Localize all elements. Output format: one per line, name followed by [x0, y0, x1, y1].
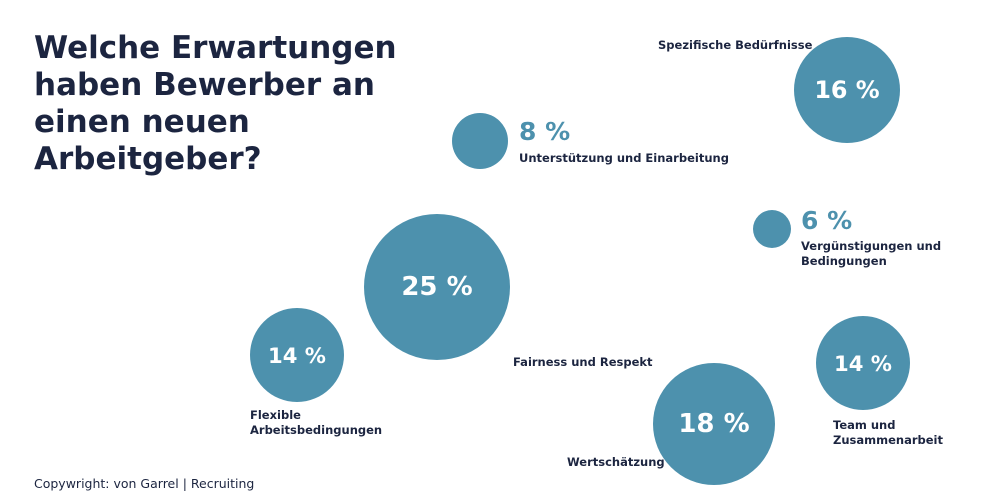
category-label: Wertschätzung	[567, 455, 665, 469]
copyright-text: Copywright: von Garrel | Recruiting	[34, 476, 255, 491]
category-label: Unterstützung und Einarbeitung	[519, 151, 729, 165]
bubble-vergünstigungen-und-bedingungen	[753, 210, 791, 248]
bubble-spezifische-bedürfnisse: 16 %	[794, 37, 900, 143]
chart-title: Welche Erwartungen haben Bewerber an ein…	[34, 30, 397, 177]
value-label: 6 %	[801, 206, 853, 235]
bubble-wertschätzung: 18 %	[653, 363, 775, 485]
category-label: Spezifische Bedürfnisse	[658, 38, 813, 52]
category-label: Flexible Arbeitsbedingungen	[250, 408, 383, 437]
bubble-flexible-arbeitsbedingungen: 14 %	[250, 308, 344, 402]
value-label: 25 %	[401, 272, 473, 302]
value-label: 14 %	[268, 342, 326, 368]
bubble-unterstützung-und-einarbeitung	[452, 113, 508, 169]
bubble-fairness-und-respekt: 25 %	[364, 214, 510, 360]
value-label: 14 %	[834, 350, 892, 376]
value-label: 16 %	[814, 76, 880, 104]
value-label: 8 %	[519, 117, 571, 146]
category-label: Vergünstigungen und Bedingungen	[801, 239, 942, 268]
value-label: 18 %	[678, 409, 750, 439]
bubble-team-und-zusammenarbeit: 14 %	[816, 316, 910, 410]
category-label: Team und Zusammenarbeit	[833, 418, 943, 447]
category-label: Fairness und Respekt	[513, 355, 653, 369]
